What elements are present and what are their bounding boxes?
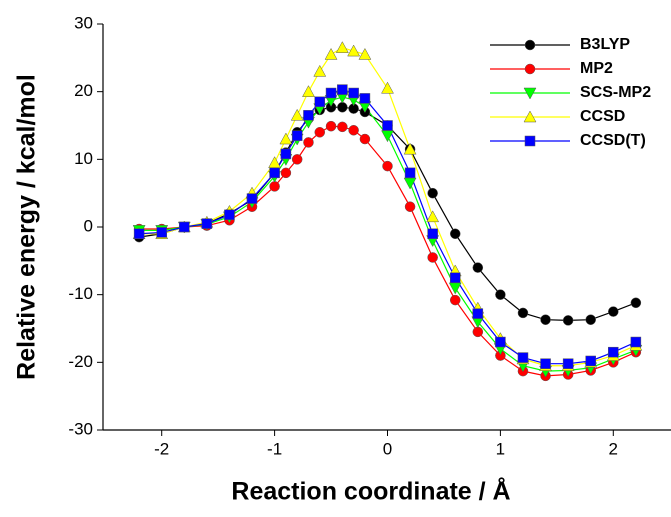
marker bbox=[381, 130, 394, 143]
marker bbox=[313, 64, 327, 77]
series-line bbox=[139, 47, 637, 367]
marker bbox=[358, 47, 372, 60]
marker bbox=[224, 209, 235, 221]
marker bbox=[427, 228, 438, 240]
marker bbox=[291, 130, 303, 141]
marker bbox=[269, 167, 280, 179]
x-axis-label: Reaction coordinate / Å bbox=[231, 477, 510, 506]
marker bbox=[404, 201, 416, 212]
marker bbox=[540, 358, 551, 369]
marker bbox=[472, 326, 484, 338]
marker bbox=[630, 297, 642, 309]
marker bbox=[523, 110, 537, 123]
marker bbox=[337, 84, 348, 95]
marker bbox=[426, 210, 440, 223]
legend-label: CCSD(T) bbox=[580, 132, 646, 149]
x-tick-label: -2 bbox=[154, 439, 169, 458]
marker bbox=[517, 352, 529, 363]
marker bbox=[608, 306, 619, 317]
marker bbox=[290, 108, 304, 121]
marker bbox=[201, 218, 213, 229]
marker bbox=[133, 228, 145, 240]
y-tick-label: 20 bbox=[74, 81, 93, 100]
legend-label: SCS-MP2 bbox=[580, 84, 651, 101]
x-tick-label: 1 bbox=[496, 439, 505, 458]
marker bbox=[540, 314, 551, 325]
marker bbox=[303, 110, 314, 121]
x-tick-label: 0 bbox=[383, 439, 392, 458]
marker bbox=[495, 336, 506, 348]
marker bbox=[325, 87, 337, 99]
marker bbox=[246, 193, 258, 204]
marker bbox=[382, 160, 393, 172]
marker bbox=[585, 355, 596, 367]
marker bbox=[280, 167, 292, 179]
legend-label: CCSD bbox=[580, 108, 625, 125]
marker bbox=[269, 181, 280, 192]
marker bbox=[524, 135, 536, 147]
marker bbox=[562, 315, 574, 326]
marker bbox=[585, 314, 596, 325]
marker bbox=[337, 101, 348, 113]
marker bbox=[303, 137, 314, 148]
marker bbox=[472, 308, 484, 319]
marker bbox=[517, 307, 529, 319]
marker bbox=[156, 227, 167, 238]
marker bbox=[495, 289, 506, 300]
y-axis-label: Relative energy / kcal/mol bbox=[13, 74, 41, 380]
marker bbox=[359, 133, 371, 145]
marker bbox=[382, 120, 393, 131]
marker bbox=[335, 41, 349, 53]
marker bbox=[524, 63, 536, 75]
marker bbox=[427, 252, 438, 263]
marker bbox=[280, 148, 292, 160]
marker bbox=[449, 272, 461, 283]
y-tick-label: 0 bbox=[84, 216, 93, 235]
marker bbox=[404, 167, 416, 179]
y-tick-label: -30 bbox=[68, 419, 93, 438]
legend-label: B3LYP bbox=[580, 36, 630, 53]
marker bbox=[524, 39, 536, 51]
marker bbox=[403, 142, 417, 155]
marker bbox=[302, 85, 315, 97]
marker bbox=[347, 44, 361, 57]
marker bbox=[562, 358, 574, 369]
marker bbox=[449, 228, 461, 240]
marker bbox=[427, 187, 438, 199]
marker bbox=[314, 127, 326, 138]
marker bbox=[348, 124, 359, 136]
x-tick-label: 2 bbox=[609, 439, 618, 458]
y-tick-label: 10 bbox=[74, 149, 93, 168]
marker bbox=[630, 336, 642, 348]
marker bbox=[325, 120, 337, 132]
marker bbox=[337, 121, 348, 133]
legend-label: MP2 bbox=[580, 60, 613, 77]
marker bbox=[268, 156, 282, 168]
marker bbox=[608, 346, 619, 358]
marker bbox=[472, 262, 484, 273]
y-tick-label: -10 bbox=[68, 284, 93, 303]
marker bbox=[449, 294, 461, 306]
marker bbox=[381, 81, 394, 94]
marker bbox=[279, 132, 293, 145]
marker bbox=[291, 154, 303, 165]
marker bbox=[348, 87, 359, 99]
marker bbox=[324, 47, 338, 60]
y-tick-label: 30 bbox=[74, 13, 93, 32]
marker bbox=[314, 96, 326, 108]
x-tick-label: -1 bbox=[267, 439, 282, 458]
marker bbox=[179, 221, 190, 233]
y-tick-label: -20 bbox=[68, 352, 93, 371]
marker bbox=[523, 87, 537, 100]
marker bbox=[359, 93, 371, 104]
